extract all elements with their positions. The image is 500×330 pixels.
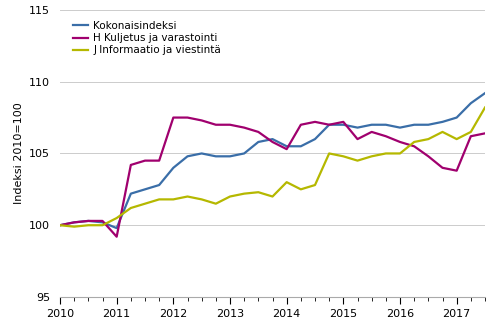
Kokonaisindeksi [440,120,446,124]
Kokonaisindeksi [241,151,247,155]
Kokonaisindeksi [368,123,374,127]
J Informaatio ja viestintä [383,151,389,155]
J Informaatio ja viestintä [71,225,77,229]
H Kuljetus ja varastointi [468,134,474,138]
Kokonaisindeksi [482,91,488,95]
H Kuljetus ja varastointi [198,118,204,122]
Kokonaisindeksi [57,223,63,227]
H Kuljetus ja varastointi [170,115,176,119]
Kokonaisindeksi [100,220,105,224]
H Kuljetus ja varastointi [227,123,233,127]
Y-axis label: Indeksi 2010=100: Indeksi 2010=100 [14,103,24,204]
Kokonaisindeksi [454,115,460,119]
J Informaatio ja viestintä [198,197,204,201]
H Kuljetus ja varastointi [440,166,446,170]
J Informaatio ja viestintä [284,180,290,184]
H Kuljetus ja varastointi [241,126,247,130]
Kokonaisindeksi [86,219,91,223]
H Kuljetus ja varastointi [368,130,374,134]
H Kuljetus ja varastointi [340,120,346,124]
H Kuljetus ja varastointi [213,123,219,127]
Kokonaisindeksi [156,183,162,187]
J Informaatio ja viestintä [397,151,403,155]
Line: Kokonaisindeksi: Kokonaisindeksi [60,93,485,228]
Kokonaisindeksi [270,137,276,141]
H Kuljetus ja varastointi [270,140,276,144]
Kokonaisindeksi [411,123,417,127]
Legend: Kokonaisindeksi, H Kuljetus ja varastointi, J Informaatio ja viestintä: Kokonaisindeksi, H Kuljetus ja varastoin… [70,18,224,58]
H Kuljetus ja varastointi [411,144,417,148]
H Kuljetus ja varastointi [354,137,360,141]
H Kuljetus ja varastointi [71,220,77,224]
Kokonaisindeksi [284,144,290,148]
Kokonaisindeksi [383,123,389,127]
J Informaatio ja viestintä [482,106,488,110]
H Kuljetus ja varastointi [482,131,488,135]
H Kuljetus ja varastointi [284,147,290,151]
H Kuljetus ja varastointi [383,134,389,138]
J Informaatio ja viestintä [227,195,233,199]
H Kuljetus ja varastointi [142,159,148,163]
Kokonaisindeksi [227,154,233,158]
Kokonaisindeksi [256,140,262,144]
Kokonaisindeksi [198,151,204,155]
H Kuljetus ja varastointi [57,223,63,227]
J Informaatio ja viestintä [354,159,360,163]
H Kuljetus ja varastointi [100,219,105,223]
Kokonaisindeksi [128,192,134,196]
J Informaatio ja viestintä [184,195,190,199]
J Informaatio ja viestintä [312,183,318,187]
J Informaatio ja viestintä [468,130,474,134]
Kokonaisindeksi [114,226,119,230]
Kokonaisindeksi [213,154,219,158]
J Informaatio ja viestintä [340,154,346,158]
H Kuljetus ja varastointi [326,123,332,127]
J Informaatio ja viestintä [241,192,247,196]
J Informaatio ja viestintä [57,223,63,227]
Kokonaisindeksi [298,144,304,148]
Kokonaisindeksi [142,187,148,191]
H Kuljetus ja varastointi [184,115,190,119]
Line: H Kuljetus ja varastointi: H Kuljetus ja varastointi [60,117,485,237]
J Informaatio ja viestintä [128,206,134,210]
H Kuljetus ja varastointi [114,235,119,239]
J Informaatio ja viestintä [440,130,446,134]
H Kuljetus ja varastointi [128,163,134,167]
J Informaatio ja viestintä [368,154,374,158]
J Informaatio ja viestintä [170,197,176,201]
H Kuljetus ja varastointi [312,120,318,124]
J Informaatio ja viestintä [454,137,460,141]
J Informaatio ja viestintä [142,202,148,206]
Kokonaisindeksi [312,137,318,141]
H Kuljetus ja varastointi [86,219,91,223]
Kokonaisindeksi [354,126,360,130]
Kokonaisindeksi [397,126,403,130]
J Informaatio ja viestintä [326,151,332,155]
Kokonaisindeksi [71,220,77,224]
J Informaatio ja viestintä [411,140,417,144]
J Informaatio ja viestintä [298,187,304,191]
H Kuljetus ja varastointi [397,140,403,144]
J Informaatio ja viestintä [114,216,119,220]
J Informaatio ja viestintä [100,223,105,227]
Kokonaisindeksi [326,123,332,127]
Line: J Informaatio ja viestintä: J Informaatio ja viestintä [60,108,485,227]
H Kuljetus ja varastointi [156,159,162,163]
Kokonaisindeksi [170,166,176,170]
J Informaatio ja viestintä [256,190,262,194]
J Informaatio ja viestintä [426,137,432,141]
H Kuljetus ja varastointi [426,154,432,158]
J Informaatio ja viestintä [213,202,219,206]
H Kuljetus ja varastointi [256,130,262,134]
J Informaatio ja viestintä [86,223,91,227]
J Informaatio ja viestintä [270,195,276,199]
H Kuljetus ja varastointi [454,169,460,173]
Kokonaisindeksi [468,101,474,105]
Kokonaisindeksi [426,123,432,127]
J Informaatio ja viestintä [156,197,162,201]
H Kuljetus ja varastointi [298,123,304,127]
Kokonaisindeksi [184,154,190,158]
Kokonaisindeksi [340,123,346,127]
